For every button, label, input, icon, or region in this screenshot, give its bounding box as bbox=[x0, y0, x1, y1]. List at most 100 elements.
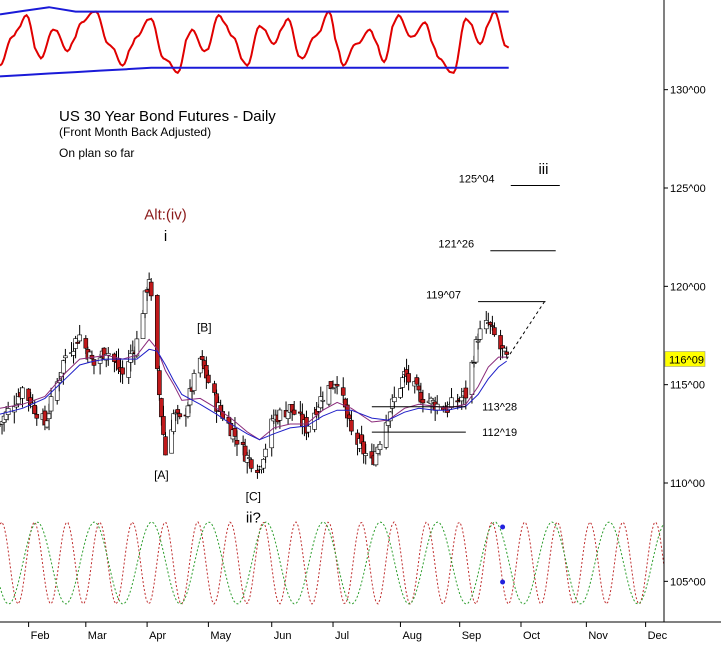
candle-body bbox=[191, 373, 197, 391]
candle-body bbox=[46, 413, 52, 420]
candle-body bbox=[71, 351, 76, 356]
wave-label: [C] bbox=[246, 490, 261, 504]
x-tick-label: May bbox=[210, 630, 231, 642]
candle-body bbox=[291, 409, 297, 415]
candle-body bbox=[144, 289, 150, 293]
wave-label: ii? bbox=[246, 509, 261, 526]
candle-body bbox=[320, 399, 326, 402]
candle-body bbox=[475, 340, 481, 343]
y-tick-label: 115^00 bbox=[670, 380, 705, 392]
candle-body bbox=[32, 404, 38, 414]
candle-body bbox=[234, 439, 240, 445]
cycle-marker bbox=[500, 579, 506, 585]
candle-body bbox=[502, 347, 507, 352]
candle-body bbox=[83, 338, 89, 349]
candle-body bbox=[142, 290, 148, 314]
x-tick-label: Jul bbox=[335, 630, 349, 642]
candle-body bbox=[420, 399, 426, 404]
wave-label: Alt:(iv) bbox=[144, 206, 187, 223]
candle-body bbox=[248, 459, 254, 469]
candle-body bbox=[449, 397, 454, 408]
candle-body bbox=[477, 328, 483, 340]
x-tick-label: Dec bbox=[648, 630, 668, 642]
cycle-marker bbox=[500, 524, 506, 530]
x-tick-label: Apr bbox=[149, 630, 166, 642]
moving-average-blue bbox=[0, 348, 507, 441]
candle-body bbox=[363, 453, 369, 456]
candle-body bbox=[185, 405, 191, 417]
candle-body bbox=[406, 373, 411, 383]
candle-body bbox=[263, 448, 268, 458]
candle-body bbox=[159, 398, 164, 418]
candle-body bbox=[473, 339, 479, 363]
candle-body bbox=[400, 377, 405, 388]
chart-subtitle: (Front Month Back Adjusted) bbox=[59, 125, 211, 139]
candle-body bbox=[120, 367, 125, 375]
current-price-label: 116^09 bbox=[669, 354, 704, 366]
candle-body bbox=[155, 295, 160, 369]
candle-body bbox=[349, 419, 354, 432]
candle-body bbox=[392, 397, 397, 403]
candle-body bbox=[492, 327, 497, 336]
plot-area: 125^04 121^26 119^07 113^28 112^19 Alt:(iv) i [… bbox=[0, 6, 665, 605]
cycle-line bbox=[0, 521, 665, 605]
candle-body bbox=[61, 360, 66, 374]
candle-body bbox=[148, 281, 154, 297]
candle-body bbox=[177, 413, 183, 418]
candle-body bbox=[175, 409, 181, 414]
y-tick-label: 120^00 bbox=[670, 281, 706, 293]
candle-body bbox=[77, 334, 82, 342]
x-tick-label: Mar bbox=[88, 630, 107, 642]
y-tick-label: 105^00 bbox=[670, 576, 706, 588]
wave-label: i bbox=[164, 228, 167, 245]
level-label: 125^04 bbox=[459, 173, 495, 185]
candle-body bbox=[20, 387, 25, 399]
candle-body bbox=[48, 396, 54, 412]
candle-body bbox=[34, 414, 40, 419]
candle-body bbox=[212, 383, 217, 393]
candle-body bbox=[140, 313, 146, 339]
candle-body bbox=[197, 357, 203, 374]
current-price-tag bbox=[664, 351, 706, 367]
oscillator-line bbox=[0, 10, 510, 75]
x-tick-label: Aug bbox=[402, 630, 422, 642]
candle-body bbox=[298, 411, 303, 414]
x-tick-label: Feb bbox=[31, 630, 50, 642]
level-label: 112^19 bbox=[482, 427, 517, 439]
candle-body bbox=[161, 416, 166, 435]
oscillator-lower-band bbox=[0, 66, 509, 78]
oscillator-upper-band bbox=[0, 6, 509, 16]
candle-body bbox=[414, 377, 420, 385]
wave-label: [A] bbox=[154, 468, 169, 482]
candle-body bbox=[483, 320, 489, 330]
candle-body bbox=[255, 469, 260, 473]
candle-body bbox=[306, 425, 311, 433]
candle-body bbox=[171, 413, 176, 432]
candle-body bbox=[75, 341, 80, 344]
candle-body bbox=[398, 388, 403, 398]
candle-body bbox=[334, 384, 340, 387]
candle-body bbox=[105, 353, 111, 356]
candle-body bbox=[504, 351, 509, 355]
candle-body bbox=[232, 428, 238, 437]
cycle-line bbox=[0, 521, 665, 605]
candle-body bbox=[157, 370, 162, 396]
y-tick-label: 110^00 bbox=[670, 478, 705, 490]
x-tick-label: Sep bbox=[462, 630, 482, 642]
candle-body bbox=[44, 420, 50, 428]
wave-label: [B] bbox=[197, 321, 212, 335]
candle-body bbox=[490, 325, 495, 327]
wave-label: iii bbox=[538, 161, 548, 178]
y-tick-label: 125^00 bbox=[670, 183, 706, 195]
candle-body bbox=[416, 385, 422, 391]
candle-body bbox=[459, 397, 465, 402]
y-tick-label: 130^00 bbox=[670, 85, 706, 97]
chart-title: US 30 Year Bond Futures - Daily bbox=[59, 108, 276, 125]
candle-body bbox=[261, 459, 266, 469]
candle-body bbox=[463, 387, 469, 399]
x-tick-label: Jun bbox=[274, 630, 292, 642]
candle-body bbox=[277, 409, 283, 421]
